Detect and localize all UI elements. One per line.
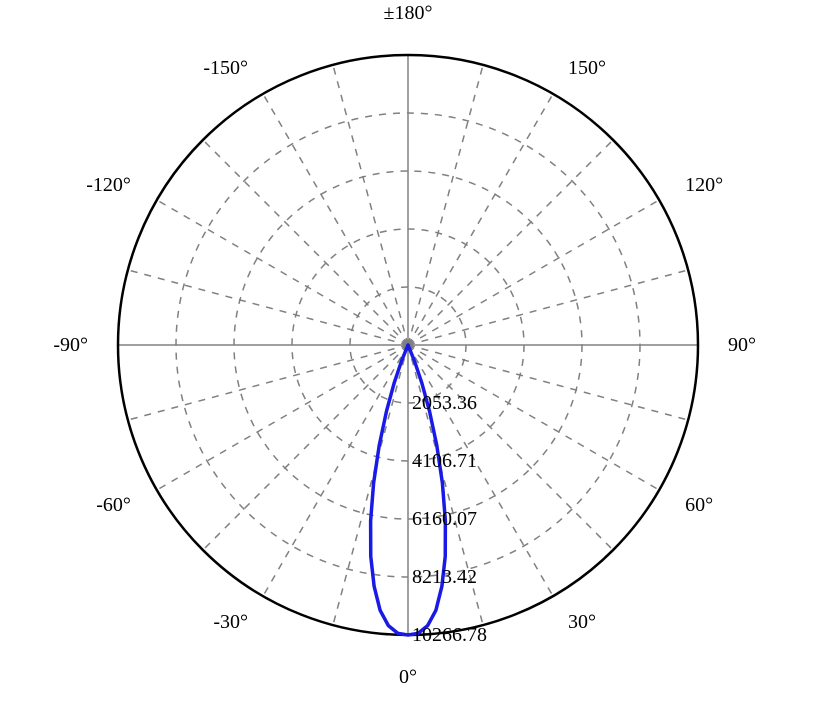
grid-spoke xyxy=(333,345,408,625)
radial-label: 6160.07 xyxy=(412,508,477,530)
polar-chart: ±180° 150° 120° 90° 60° 30° 0° -30° -60° -90° -120… xyxy=(0,0,816,717)
angle-label: -150° xyxy=(203,57,248,79)
grid-spoke xyxy=(408,140,613,345)
grid-spoke xyxy=(408,94,553,345)
radial-label: 8213.42 xyxy=(412,566,477,588)
grid-spoke xyxy=(408,200,659,345)
radial-label: 4106.71 xyxy=(412,450,477,472)
grid-spoke xyxy=(128,345,408,420)
grid-spoke xyxy=(157,345,408,490)
grid-spoke xyxy=(263,94,408,345)
angle-label: 120° xyxy=(685,174,723,196)
angle-label: 60° xyxy=(685,494,713,516)
angle-label: -90° xyxy=(53,334,88,356)
angle-label: 30° xyxy=(568,611,596,633)
grid-spoke xyxy=(333,65,408,345)
angle-label: -60° xyxy=(96,494,131,516)
grid-spoke xyxy=(203,140,408,345)
angle-label: -120° xyxy=(86,174,131,196)
grid-spoke xyxy=(263,345,408,596)
grid-spoke xyxy=(128,270,408,345)
angle-label: ±180° xyxy=(384,2,433,24)
grid-spoke xyxy=(408,65,483,345)
grid-spoke xyxy=(157,200,408,345)
radial-label: 2053.36 xyxy=(412,392,477,414)
grid-spoke xyxy=(408,270,688,345)
radial-label: 10266.78 xyxy=(412,624,487,646)
radial-labels: 2053.36 4106.71 6160.07 8213.42 10266.78 xyxy=(412,392,487,646)
angle-label: -30° xyxy=(213,611,248,633)
angle-label: 150° xyxy=(568,57,606,79)
angle-label: 90° xyxy=(728,334,756,356)
angle-label: 0° xyxy=(399,666,417,688)
